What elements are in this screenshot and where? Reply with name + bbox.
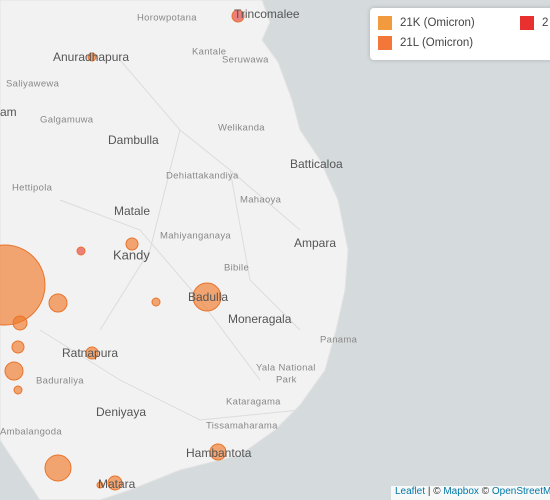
- attribution-link[interactable]: Mapbox: [443, 486, 479, 497]
- attribution-text: ©: [481, 486, 490, 497]
- legend-label: 21K (Omicron): [400, 17, 475, 29]
- place-label: Galgamuwa: [40, 115, 94, 126]
- circle: [4, 361, 24, 381]
- place-label: Ratnapura: [62, 346, 118, 360]
- circle: [209, 443, 227, 461]
- place-label: Seruwawa: [222, 55, 269, 66]
- circle: [85, 346, 99, 360]
- place-label: Horowpotana: [137, 13, 197, 24]
- place-label: Hettipola: [12, 183, 53, 194]
- place-label: Ampara: [294, 236, 336, 250]
- legend-label: 21L (Omicron): [400, 37, 474, 49]
- place-label: Badulla: [188, 290, 228, 304]
- place-label: Baduraliya: [36, 376, 84, 387]
- place-label: Ambalangoda: [0, 427, 62, 438]
- circle: [107, 475, 123, 491]
- place-label: Bibile: [224, 263, 249, 274]
- circle: [44, 454, 72, 482]
- place-label: am: [0, 105, 17, 119]
- district-borders: [39, 59, 301, 421]
- attribution-link[interactable]: OpenStreetM: [491, 486, 550, 497]
- place-label: Kataragama: [226, 397, 281, 408]
- legend-label: 2: [542, 17, 549, 29]
- place-label: Trincomalee: [234, 7, 300, 21]
- place-label: Tissamaharama: [206, 421, 278, 432]
- circle: [192, 282, 222, 312]
- place-label: Deniyaya: [96, 405, 146, 419]
- attribution-text: | ©: [427, 486, 441, 497]
- circle: [12, 315, 28, 331]
- place-label: Mahaoya: [240, 195, 282, 206]
- place-label: Batticaloa: [290, 157, 343, 171]
- land: [0, 0, 349, 500]
- circle: [13, 385, 23, 395]
- place-label: Anuradhapura: [53, 50, 129, 64]
- place-label: Kantale: [192, 47, 226, 58]
- place-label: Hambantota: [186, 446, 252, 460]
- attribution-link[interactable]: Leaflet: [395, 486, 426, 497]
- circle: [0, 244, 46, 326]
- place-label: Dehiattakandiya: [166, 171, 239, 182]
- place-label: Matale: [114, 204, 150, 218]
- place-label: Mahiyanganaya: [160, 231, 231, 242]
- legend: 21K (Omicron) 21L (Omicron) 2: [370, 8, 550, 60]
- circle: [48, 293, 68, 313]
- legend-item: 21K (Omicron): [378, 16, 475, 30]
- circle: [76, 246, 86, 256]
- data-circles: [0, 9, 245, 491]
- place-label: Welikanda: [218, 123, 265, 134]
- circle: [151, 297, 161, 307]
- place-label: Saliyawewa: [6, 79, 60, 90]
- circle: [11, 340, 25, 354]
- place-label: Park: [276, 375, 297, 386]
- circle: [87, 52, 97, 62]
- attribution: Leaflet | © Mapbox © OpenStreetM: [391, 486, 550, 500]
- place-label: Moneragala: [228, 312, 292, 326]
- place-label: Panama: [320, 335, 358, 346]
- circle: [125, 237, 139, 251]
- legend-item: 2: [520, 16, 548, 30]
- place-label: Yala National: [256, 363, 316, 374]
- circle: [231, 9, 245, 23]
- place-label: Kandy: [113, 247, 150, 262]
- place-label: Dambulla: [108, 133, 159, 147]
- circle: [96, 481, 104, 489]
- legend-item: 21L (Omicron): [378, 36, 473, 50]
- place-label: Matara: [98, 477, 136, 491]
